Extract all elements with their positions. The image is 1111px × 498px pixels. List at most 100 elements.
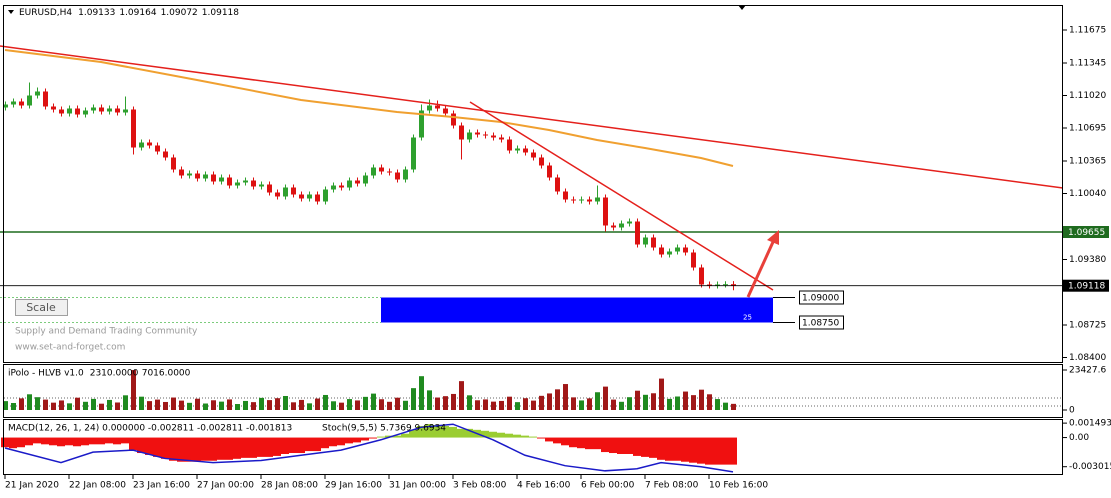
candle-body	[339, 185, 344, 188]
macd-bar	[297, 437, 305, 454]
macd-bar	[601, 437, 609, 453]
macd-bar	[105, 437, 113, 444]
y-tick-label: 0.00	[1069, 433, 1089, 443]
candle-body	[347, 180, 352, 188]
volume-bar	[163, 401, 168, 410]
x-tick-label: 27 Jan 00:00	[197, 481, 254, 491]
volume-bar	[643, 394, 648, 410]
candle-body	[523, 148, 528, 153]
candle-body	[363, 175, 368, 184]
volume-bar	[27, 394, 32, 410]
y-tick-label: 1.08400	[1069, 353, 1106, 363]
volume-bar	[227, 399, 232, 410]
volume-bar	[443, 396, 448, 410]
macd-bar	[1, 437, 9, 448]
macd-bar	[313, 437, 321, 452]
macd-bar	[401, 433, 409, 438]
candle-body	[539, 157, 544, 166]
macd-bar	[721, 437, 729, 465]
macd-bar	[641, 437, 649, 457]
volume-bar	[635, 390, 640, 410]
candle-body	[99, 107, 104, 112]
candle-body	[155, 145, 160, 152]
macd-bar	[337, 437, 345, 446]
candle-body	[187, 173, 192, 176]
volume-bar	[315, 398, 320, 410]
volume-bar	[507, 396, 512, 410]
volume-bar	[123, 395, 128, 410]
macd-signal	[4, 423, 734, 473]
candle-body	[219, 177, 224, 182]
macd-bar	[553, 437, 561, 444]
header: EURUSD,H4 1.09133 1.09164 1.09072 1.09118	[19, 8, 239, 18]
scale-button[interactable]	[15, 299, 68, 316]
scale-button-label[interactable]: Scale	[26, 301, 56, 314]
volume-bar	[91, 398, 96, 410]
candle-body	[147, 142, 152, 146]
candle-body	[499, 137, 504, 140]
macd-bar	[409, 429, 417, 438]
volume-bar	[147, 401, 152, 410]
candle-body	[3, 104, 8, 108]
macd-bar	[89, 437, 97, 445]
macd-bar	[137, 437, 145, 454]
volume-bar	[675, 396, 680, 410]
candle-body	[211, 174, 216, 182]
y-tick-label: 1.11345	[1069, 59, 1106, 69]
macd-bar	[321, 437, 329, 449]
volume-bar	[627, 397, 632, 410]
volume-bar	[491, 401, 496, 410]
macd-bar	[145, 437, 153, 455]
candle-body	[203, 174, 208, 179]
price-frame	[3, 5, 1063, 363]
macd-bar	[81, 437, 89, 446]
candle-body	[67, 108, 72, 114]
volume-bar	[683, 391, 688, 410]
volume-title: iPolo - HLVB v1.0	[8, 369, 84, 379]
volume-bar	[659, 378, 664, 410]
macd-bar	[713, 437, 721, 465]
macd-bar	[449, 426, 457, 438]
candle-body	[699, 267, 704, 285]
candle-body	[19, 101, 24, 106]
macd-frame	[3, 419, 1063, 475]
candle-body	[251, 180, 256, 187]
candle-body	[115, 108, 120, 113]
macd-bar	[425, 424, 433, 438]
candle-body	[243, 180, 248, 183]
trendline	[0, 45, 1063, 189]
stoch-title: Stoch(9,5,5) 5.7369 9.6934	[322, 424, 446, 434]
candle-body	[547, 165, 552, 178]
macd-bar	[161, 437, 169, 459]
candle-body	[563, 191, 568, 200]
volume-bar	[323, 394, 328, 410]
zone-label: 1.08750	[802, 319, 839, 329]
volume-bar	[339, 402, 344, 410]
volume-bar	[707, 394, 712, 410]
macd-bar	[153, 437, 161, 457]
moving-average	[4, 49, 734, 167]
candle-body	[195, 173, 200, 179]
volume-bar	[11, 402, 16, 410]
macd-bar	[49, 437, 57, 446]
volume-level-label: 2310.0000	[90, 369, 139, 379]
arrow-shaft	[746, 241, 775, 298]
volume-bar	[387, 401, 392, 410]
candle-body	[259, 184, 264, 187]
candle-body	[27, 95, 32, 106]
high: 1.09164	[119, 8, 156, 18]
volume-bar	[379, 399, 384, 410]
open: 1.09133	[78, 8, 115, 18]
menu-triangle[interactable]	[8, 10, 14, 14]
volume-bar	[691, 395, 696, 410]
y-tick-label: 1.09380	[1069, 255, 1106, 265]
volume-bar	[475, 400, 480, 410]
volume-bar	[83, 401, 88, 410]
candle-body	[51, 106, 56, 110]
volume-bar	[371, 393, 376, 410]
volume-bar	[651, 393, 656, 410]
volume-bar	[131, 370, 136, 410]
candle-body	[715, 284, 720, 286]
y-tick-label: -0.003015	[1069, 462, 1111, 472]
